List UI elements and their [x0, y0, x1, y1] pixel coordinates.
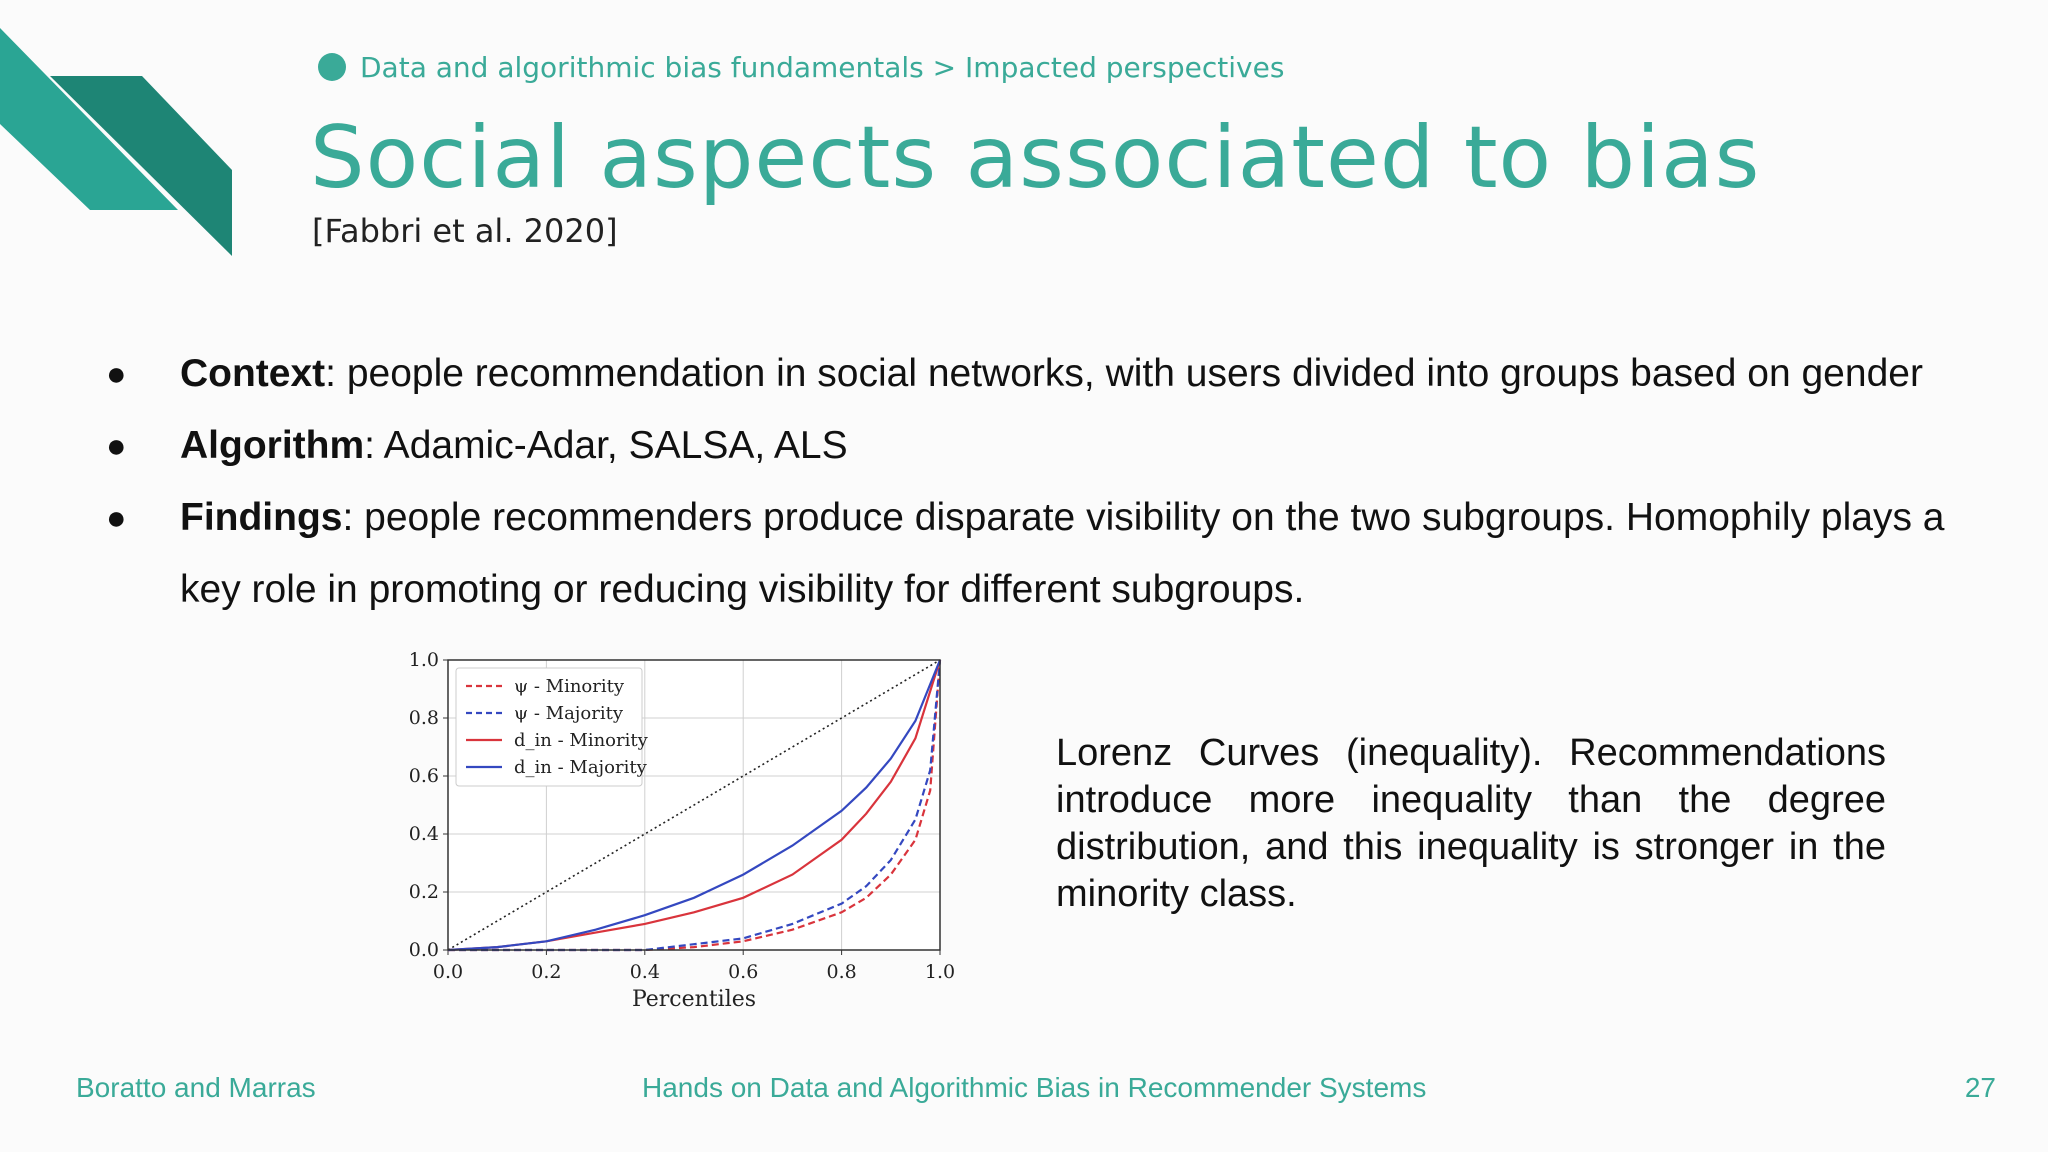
legend-din-minority-label: d_in - Minority	[514, 730, 649, 751]
x-axis-label: Percentiles	[632, 987, 756, 1012]
chart-caption: Lorenz Curves (inequality). Recommendati…	[1056, 732, 1886, 915]
citation: [Fabbri et al. 2020]	[312, 212, 618, 250]
breadcrumb-text: Data and algorithmic bias fundamentals >…	[360, 50, 1285, 84]
bullet-algorithm: ● Algorithm: Adamic-Adar, SALSA, ALS	[100, 410, 1960, 482]
bullet-icon: ●	[106, 499, 127, 537]
corner-stripe-light	[0, 28, 178, 210]
x-tick-label: 0.6	[728, 961, 758, 983]
breadcrumb: Data and algorithmic bias fundamentals >…	[318, 50, 1284, 84]
bullet-label: Context	[180, 352, 326, 395]
y-tick-label: 0.4	[409, 823, 439, 845]
plot-frame	[447, 659, 941, 951]
y-tick-label: 0.6	[409, 765, 439, 787]
corner-decoration	[0, 28, 232, 256]
x-tick-label: 0.8	[826, 961, 856, 983]
psi-majority-line	[448, 659, 942, 952]
bullet-text: : Adamic-Adar, SALSA, ALS	[364, 424, 848, 467]
x-tick-label: 0.4	[630, 961, 660, 983]
legend-psi-minority-label: ψ - Minority	[514, 676, 625, 697]
din-majority-line	[447, 659, 942, 952]
legend-psi-majority-label: ψ - Majority	[514, 703, 624, 724]
psi-minority-line	[448, 659, 942, 952]
bullet-icon: ●	[106, 355, 127, 393]
x-tick-label: 1.0	[925, 961, 955, 983]
breadcrumb-dot-icon	[318, 53, 346, 81]
bullet-findings: ● Findings: people recommenders produce d…	[100, 482, 1960, 626]
lorenz-curve-chart: 0.0 0.2 0.4 0.6 0.8 1.0 0.0 0.2 0.4 0.6 0.8 1.0 Perc…	[409, 649, 955, 1012]
legend-din-majority-label: d_in - Majority	[514, 757, 648, 778]
y-tick-label: 0.8	[409, 707, 439, 729]
y-tick-label: 0.0	[409, 939, 439, 961]
footer-course-title: Hands on Data and Algorithmic Bias in Re…	[642, 1072, 1427, 1103]
footer-authors: Boratto and Marras	[76, 1072, 316, 1103]
bullet-icon: ●	[106, 427, 127, 465]
page-number: 27	[1964, 1072, 1996, 1103]
corner-stripe-dark	[50, 76, 232, 256]
bullet-label: Findings	[180, 496, 343, 539]
x-tick-label: 0.2	[531, 961, 561, 983]
bullet-list: ● Context: people recommendation in socia…	[100, 338, 1960, 626]
x-tick-label: 0.0	[433, 961, 463, 983]
bullet-text: : people recommendation in social networ…	[325, 352, 1923, 395]
legend-box	[455, 667, 643, 787]
slide-title: Social aspects associated to bias	[310, 108, 1761, 208]
bullet-label: Algorithm	[180, 424, 365, 467]
bullet-context: ● Context: people recommendation in socia…	[100, 338, 1960, 410]
y-tick-label: 0.2	[409, 881, 439, 903]
y-tick-label: 1.0	[409, 649, 439, 671]
equality-line	[447, 659, 941, 951]
bullet-text: : people recommenders produce disparate …	[180, 496, 1945, 611]
